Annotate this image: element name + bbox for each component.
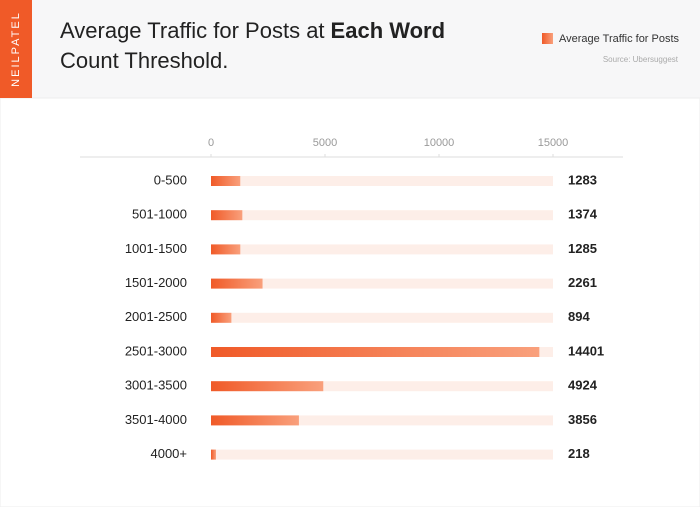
bar [211,381,324,392]
chart-title: Average Traffic for Posts at Each Word [60,18,445,43]
y-tick-label: 501-1000 [132,207,187,222]
y-tick-label: 0-500 [154,172,187,187]
bar-track [211,415,553,426]
y-tick-label: 1501-2000 [125,275,187,290]
value-label: 14401 [568,343,604,358]
bar [211,347,540,357]
title-part: Average Traffic for Posts at [60,18,325,43]
x-tick-label: 5000 [313,137,337,149]
value-label: 218 [568,446,590,461]
brand: NEILPATEL [10,11,22,87]
title-part: Each Word [331,18,446,43]
bar [211,278,263,289]
value-label: 1283 [568,172,597,187]
bar-track [211,381,553,392]
header-bg [0,0,700,98]
x-tick-label: 0 [208,137,214,149]
bar-track [211,176,553,186]
y-tick-label: 3501-4000 [125,412,187,427]
value-label: 1374 [568,207,598,222]
value-label: 3856 [568,412,597,427]
bar [211,415,299,426]
bar [211,312,232,323]
bar-track [211,312,553,323]
y-tick-label: 4000+ [150,446,187,461]
value-label: 1285 [568,241,597,256]
chart-title: Count Threshold. [60,48,228,73]
brand-bar [0,0,32,98]
value-label: 2261 [568,275,597,290]
bar-track [211,244,553,255]
bar [211,449,216,460]
legend-label: Average Traffic for Posts [559,33,680,45]
value-label: 4924 [568,378,598,393]
y-tick-label: 1001-1500 [125,241,187,256]
bar [211,176,241,186]
bar-track [211,449,553,460]
source: Source: Ubersuggest [603,55,679,64]
body-bg [0,97,700,507]
x-tick-label: 15000 [538,137,569,149]
bar [211,210,243,221]
x-tick-label: 10000 [424,137,455,149]
bar-track [211,210,553,221]
bar [211,244,241,255]
y-tick-label: 3001-3500 [125,378,187,393]
y-tick-label: 2501-3000 [125,343,187,358]
bar-track [211,278,553,289]
value-label: 894 [568,309,590,324]
y-tick-label: 2001-2500 [125,309,187,324]
legend-swatch [542,33,553,44]
